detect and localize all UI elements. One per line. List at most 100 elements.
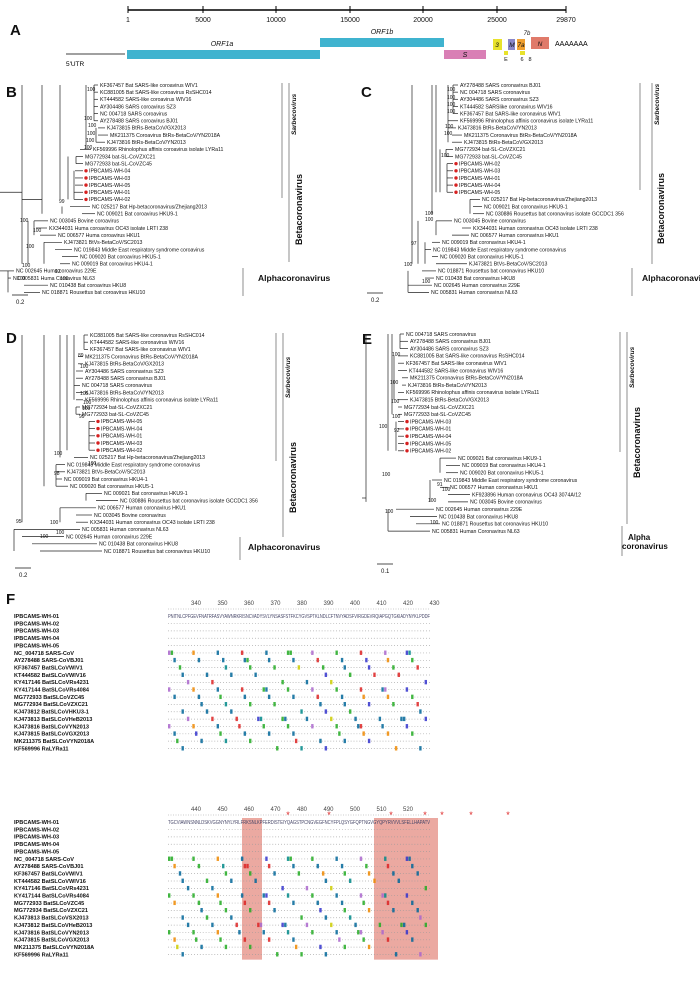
alignment-variant-mark (386, 657, 390, 663)
tree-taxon-label: NC 005831 Human coronavirus NL63 (431, 290, 518, 296)
alignment-variant-mark (416, 702, 419, 707)
alignment-seq-name: KF569996 RaLYRa11 (14, 746, 69, 752)
alignment-seq-name: KJ473816 BatSLCoVYN2013 (14, 930, 89, 936)
alignment-ruler-label: 490 (323, 807, 334, 813)
alignment-seq-name: KF569996 RaLYRa11 (14, 952, 69, 958)
gene-label-g3: 3 (495, 42, 499, 49)
alignment-variant-mark (400, 922, 403, 928)
panel-label-c: C (361, 84, 372, 101)
alignment-variant-mark (348, 878, 352, 883)
bootstrap-value: 92 (394, 428, 400, 434)
alignment-variant-mark (343, 908, 346, 913)
alignment-variant-mark (273, 871, 276, 876)
key-residue-star: * (506, 810, 510, 820)
alignment-variant-mark (267, 900, 271, 906)
tree-taxon-label: NC 025217 Bat Hp-betacoronavirus/Zhejian… (90, 455, 205, 461)
tree-taxon-label: NC 030886 Rousettus bat coronavirus isol… (120, 498, 258, 504)
alignment-variant-mark (405, 930, 409, 935)
gene-6 (520, 51, 525, 55)
alignment-variant-mark (335, 724, 338, 729)
alignment-seq-name: IPBCAMS-WH-03 (14, 835, 59, 841)
gene-orf1b (320, 38, 444, 47)
alignment-variant-mark (365, 863, 368, 869)
alignment-variant-mark (205, 878, 209, 883)
bootstrap-value: 100 (40, 534, 49, 540)
alignment-variant-mark (416, 871, 419, 876)
alignment-variant-mark (240, 687, 244, 692)
alignment-reference-seq: TGCVIAWNSNNLDSKVGGNYNYLYRLFRKSNLKPFERDIS… (168, 820, 430, 826)
alignment-variant-mark (238, 930, 241, 935)
alignment-variant-mark (338, 731, 341, 736)
alignment-variant-mark (378, 716, 382, 722)
genome-tick-label: 5000 (195, 17, 211, 24)
alignment-variant-mark (211, 885, 214, 891)
tree-taxon-label: NC 009019 Bat coronavirus HKU4-1 (462, 463, 546, 469)
tree-taxon-label: NC 004718 SARS coroavirus (100, 111, 168, 117)
alignment-variant-mark (348, 672, 352, 677)
tree-taxon-label: NC 003045 Bovine coronavirus (94, 513, 166, 519)
alignment-ruler-label: 410 (376, 601, 387, 607)
tree-taxon-label: MG772933 bat-SL-CoVZC45 (85, 161, 152, 167)
tree-taxon-label: MG772933 bat-SL-CoVZC45 (82, 412, 149, 418)
alignment-variant-mark (224, 871, 228, 876)
alignment-variant-mark (392, 908, 395, 913)
ipbcams-marker (405, 419, 409, 424)
tree-taxon-label: AY278488 SARS coronavirus BJ01 (410, 339, 491, 345)
alignment-variant-mark (205, 672, 209, 677)
alignment-variant-mark (357, 930, 360, 935)
alignment-variant-mark (259, 716, 263, 722)
alignment-variant-mark (419, 952, 422, 957)
alignment-variant-mark (197, 900, 201, 906)
alignment-variant-mark (381, 724, 384, 729)
ipbcams-marker (405, 449, 409, 453)
alignment-variant-mark (392, 665, 395, 670)
tree-taxon-label: NC 003045 Bovine coronavirus (470, 500, 542, 506)
tree-taxon-label: IPBCAMS-WH-04 (89, 169, 130, 175)
phylo-tree-d: KC881005 Bat SARS-like coronavirus RsSHC… (13, 333, 321, 578)
tree-taxon-label: NC 009021 Bat coronavirus HKU9-1 (458, 456, 542, 462)
genome-tick-label: 1 (126, 17, 130, 24)
tree-taxon-label: IPBCAMS-WH-03 (89, 176, 130, 182)
gene-label-orf1a: ORF1a (211, 41, 234, 48)
tree-taxon-label: KF367457 Bat SARS-like coronavirus WIV1 (460, 111, 561, 117)
alignment-variant-mark (281, 679, 284, 685)
genome-map: 1 5000 10000 15000 20000 25000 29870 ORF1aORF1… (66, 6, 588, 68)
sarbecovirus-label: Sarbecovirus (654, 83, 661, 125)
alignment-variant-mark (276, 746, 279, 751)
gene-label-6: 6 (520, 57, 523, 63)
tree-taxon-label: IPBCAMS-WH-01 (101, 434, 142, 440)
alignment-variant-mark (335, 650, 338, 655)
tree-taxon-label: AY304486 SARS coronavirus SZ3 (460, 97, 539, 103)
alignment-variant-mark (281, 716, 284, 722)
betacoronavirus-label: Betacoronavirus (288, 442, 298, 513)
tree-taxon-label: AY278488 SARS coronavirus BJ01 (85, 376, 166, 382)
alignment-ruler-label: 450 (217, 807, 228, 813)
alignment-variant-mark (330, 885, 333, 891)
alignment-variant-mark (362, 694, 365, 700)
alignment-variant-mark (319, 702, 322, 707)
tree-taxon-label: KJ473816 BtRs-BetaCoV/YN2013 (85, 390, 164, 396)
alignment-variant-mark (384, 893, 387, 898)
bootstrap-value: 100 (391, 399, 400, 405)
alignment-variant-mark (305, 885, 309, 891)
scale-bar-label: 0.1 (381, 569, 390, 575)
alignment-variant-mark (273, 665, 276, 670)
alignment-seq-name: MK211375 BatSLCoVYN2018A (14, 739, 94, 745)
alignment-variant-mark (319, 908, 322, 913)
alignment-variant-mark (200, 944, 203, 950)
tree-taxon-label: IPBCAMS-WH-04 (101, 426, 142, 432)
ipbcams-marker (405, 441, 409, 446)
alignment-variant-mark (386, 694, 390, 700)
gene-n (531, 37, 549, 49)
alignment-variant-mark (316, 657, 319, 663)
tree-taxon-label: KC881005 Bat SARS-like coroavirus RsSHC0… (100, 90, 212, 96)
alignment-variant-mark (243, 694, 247, 700)
tree-taxon-label: NC 009021 Bat coroavirus HKU9-1 (97, 212, 178, 218)
phylo-tree-b: KF367457 Bat SARS-like coroavirus WIV1KC… (0, 83, 331, 305)
alignment-variant-mark (181, 709, 184, 714)
alignment-seq-name: KT444582 BatSLCoVWIV16 (14, 879, 86, 885)
alignment-seq-name: IPBCAMS-WH-01 (14, 614, 59, 620)
tree-taxon-label: KF367457 Bat SARS-like coroavirus WIV1 (100, 83, 198, 89)
alignment-variant-mark (330, 716, 333, 722)
tree-taxon-label: MG772934 bat-SL-CoVZXC21 (404, 405, 474, 411)
